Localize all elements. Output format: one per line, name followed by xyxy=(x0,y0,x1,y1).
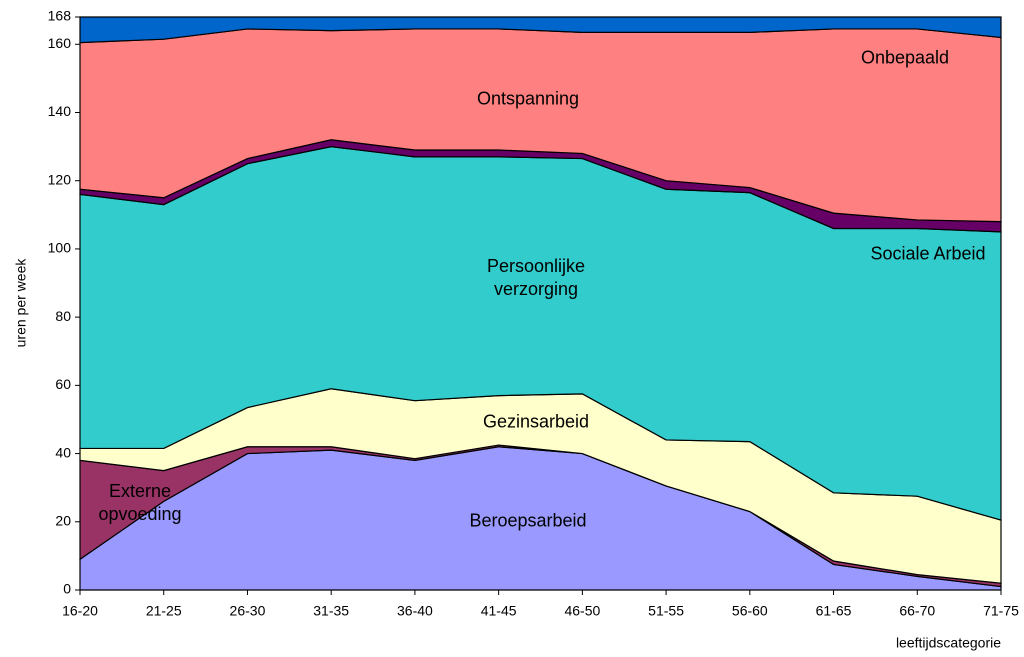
series-label: Persoonlijke verzorging xyxy=(486,256,586,299)
y-tick-label: 60 xyxy=(55,376,71,392)
series-label: Ontspanning xyxy=(476,88,580,109)
y-tick-label: 0 xyxy=(63,581,71,597)
x-tick-label: 41-45 xyxy=(481,603,517,619)
y-tick-label: 140 xyxy=(48,103,72,119)
plot-frame xyxy=(79,16,1002,591)
x-tick-label: 26-30 xyxy=(230,603,266,619)
y-tick-label: 168 xyxy=(48,8,72,24)
x-tick-label: 31-35 xyxy=(313,603,349,619)
y-tick-label: 100 xyxy=(48,240,72,256)
x-tick-label: 66-70 xyxy=(899,603,935,619)
x-tick-label: 16-20 xyxy=(62,603,98,619)
x-tick-label: 51-55 xyxy=(648,603,684,619)
series-label: Beroepsarbeid xyxy=(469,510,587,531)
y-tick-label: 160 xyxy=(48,35,72,51)
y-tick-label: 40 xyxy=(55,444,71,460)
y-tick-label: 80 xyxy=(55,308,71,324)
x-axis-label: leeftijdscategorie xyxy=(896,635,1001,651)
x-tick-label: 71-75 xyxy=(983,603,1019,619)
y-tick-label: 120 xyxy=(48,171,72,187)
series-label: Onbepaald xyxy=(860,47,950,68)
x-tick-label: 56-60 xyxy=(732,603,768,619)
x-tick-label: 21-25 xyxy=(146,603,182,619)
series-label: Externe opvoeding xyxy=(98,481,182,524)
series-label: Gezinsarbeid xyxy=(482,411,590,432)
x-tick-label: 36-40 xyxy=(397,603,433,619)
x-tick-label: 46-50 xyxy=(564,603,600,619)
series-label: Sociale Arbeid xyxy=(870,243,986,264)
y-axis-label: uren per week xyxy=(13,258,29,348)
x-tick-label: 61-65 xyxy=(816,603,852,619)
y-tick-label: 20 xyxy=(55,512,71,528)
